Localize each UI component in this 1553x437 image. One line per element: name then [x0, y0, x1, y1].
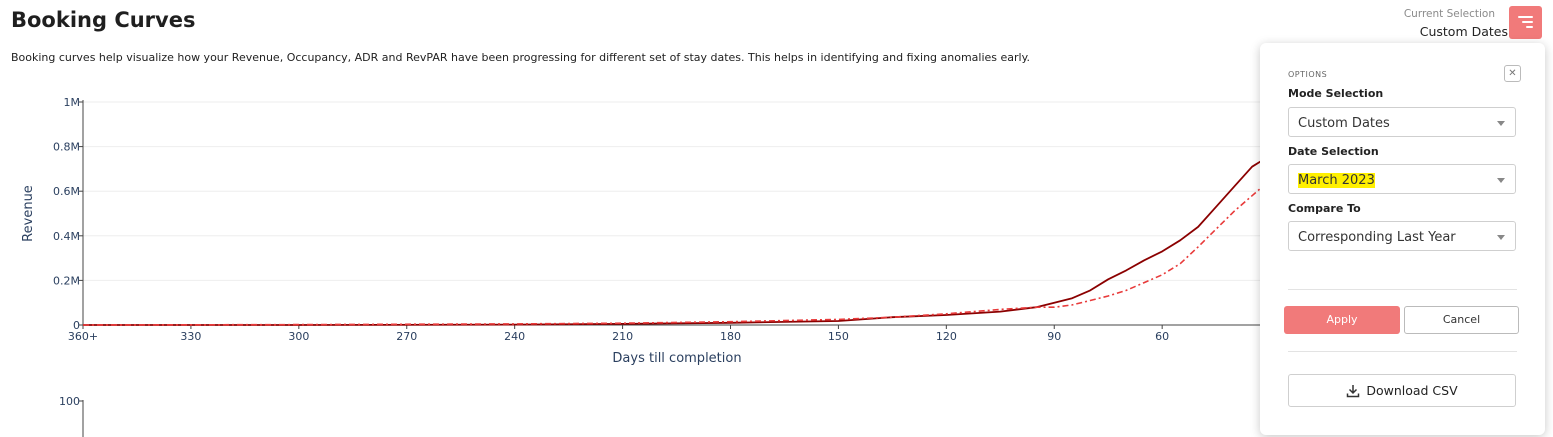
- compare-to-label: Compare To: [1288, 202, 1361, 215]
- y-tick-label: 0.4M: [53, 230, 80, 243]
- date-selection-label: Date Selection: [1288, 145, 1379, 158]
- x-tick-label: 360+: [68, 330, 98, 343]
- mode-selection-value: Custom Dates: [1298, 116, 1390, 131]
- series-line-1: [83, 160, 1260, 326]
- download-csv-button[interactable]: Download CSV: [1288, 374, 1516, 407]
- chevron-down-icon: [1497, 235, 1505, 240]
- divider: [1288, 289, 1517, 290]
- x-tick-label: 210: [612, 330, 633, 343]
- current-selection-label: Current Selection: [1403, 8, 1495, 20]
- date-selection-value: March 2023: [1298, 173, 1375, 188]
- current-selection-value: Custom Dates: [1419, 24, 1508, 39]
- date-selection-select[interactable]: March 2023: [1288, 164, 1516, 194]
- cancel-button[interactable]: Cancel: [1404, 306, 1519, 334]
- x-tick-label: 120: [936, 330, 957, 343]
- download-icon: [1347, 384, 1360, 397]
- x-tick-label: 240: [504, 330, 525, 343]
- x-tick-label: 60: [1155, 330, 1169, 343]
- download-csv-label: Download CSV: [1366, 383, 1458, 398]
- chevron-down-icon: [1497, 121, 1505, 126]
- compare-to-value: Corresponding Last Year: [1298, 230, 1456, 245]
- series-line-2: [83, 187, 1260, 326]
- options-heading: OPTIONS: [1288, 70, 1328, 79]
- x-axis-title: Days till completion: [612, 351, 741, 366]
- x-tick-label: 300: [288, 330, 309, 343]
- x-tick-label: 150: [828, 330, 849, 343]
- mode-selection-select[interactable]: Custom Dates: [1288, 107, 1516, 137]
- x-tick-label: 330: [180, 330, 201, 343]
- mode-selection-label: Mode Selection: [1288, 87, 1384, 100]
- x-tick-label: 180: [720, 330, 741, 343]
- apply-button[interactable]: Apply: [1284, 306, 1400, 334]
- x-tick-label: 270: [396, 330, 417, 343]
- compare-to-select[interactable]: Corresponding Last Year: [1288, 221, 1516, 251]
- revenue-booking-curve-chart: 0 0.2M 0.4M 0.6M 0.8M 1M 360+ 330 300 270 240 210 18…: [21, 96, 1260, 366]
- page-description: Booking curves help visualize how your R…: [11, 51, 1031, 64]
- close-button[interactable]: ✕: [1504, 65, 1521, 82]
- close-icon: ✕: [1508, 68, 1517, 79]
- second-booking-curve-chart: 100: [59, 395, 84, 437]
- y-tick-label: 0: [73, 319, 80, 332]
- y-tick-label: 100: [59, 395, 80, 408]
- options-menu-button[interactable]: [1509, 6, 1542, 39]
- y-tick-label: 1M: [64, 96, 81, 109]
- divider: [1288, 351, 1517, 352]
- chevron-down-icon: [1497, 178, 1505, 183]
- page-title: Booking Curves: [11, 8, 196, 32]
- y-tick-label: 0.6M: [53, 185, 80, 198]
- y-tick-label: 0.8M: [53, 141, 80, 154]
- x-tick-label: 90: [1047, 330, 1061, 343]
- y-axis-title: Revenue: [21, 185, 36, 242]
- y-tick-label: 0.2M: [53, 274, 80, 287]
- options-panel: OPTIONS ✕ Mode Selection Custom Dates Da…: [1260, 43, 1545, 435]
